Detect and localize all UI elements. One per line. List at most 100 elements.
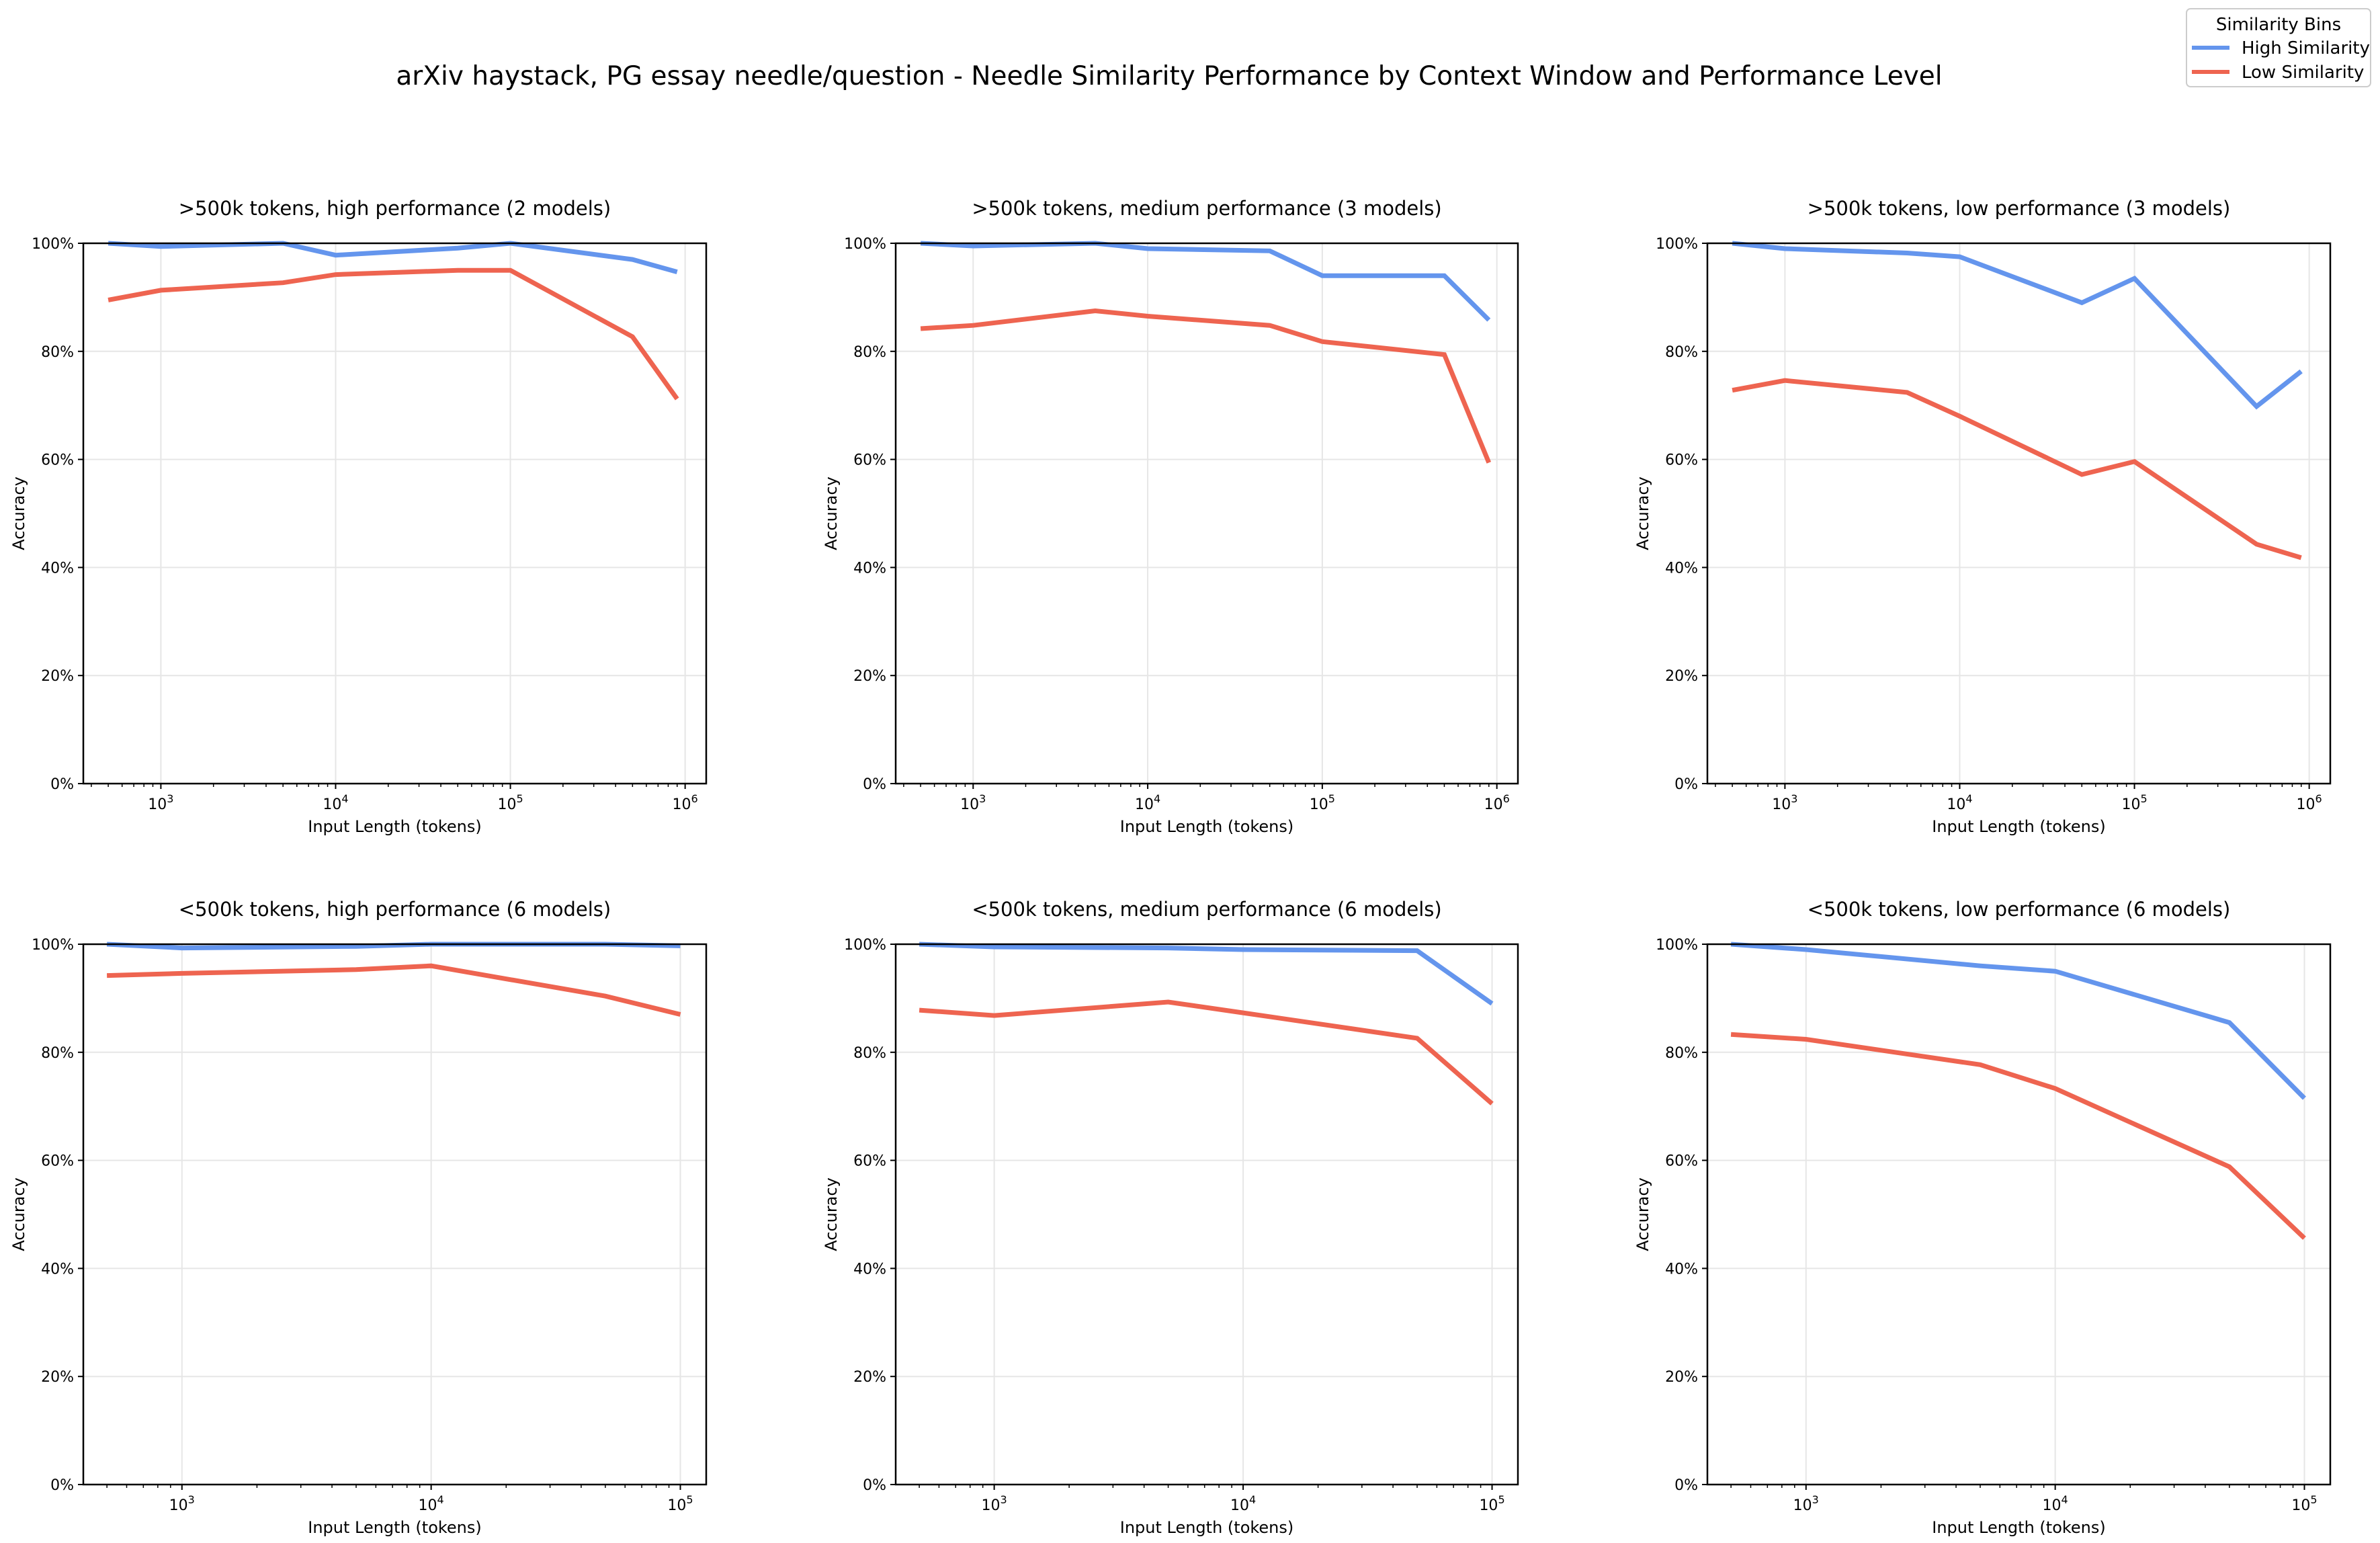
axes-frame [894, 943, 1519, 1486]
x-tick-exponent: 5 [2140, 792, 2147, 805]
y-tick-label: 20% [41, 1369, 74, 1386]
y-tick-label: 0% [863, 1477, 886, 1494]
x-tick-base: 10 [1947, 796, 1965, 813]
x-tick-exponent: 5 [2310, 1493, 2317, 1506]
x-tick-base: 10 [673, 796, 691, 813]
x-tick-label: 103 [960, 792, 986, 813]
x-tick-exponent: 3 [1001, 1493, 1007, 1506]
x-tick-exponent: 6 [691, 792, 698, 805]
y-tick-label: 100% [844, 937, 886, 954]
x-tick-exponent: 4 [341, 792, 348, 805]
y-tick-label: 60% [1665, 452, 1698, 469]
x-tick-label: 104 [323, 792, 348, 813]
y-tick-label: 60% [41, 452, 74, 469]
x-tick-label: 103 [1793, 1493, 1819, 1514]
y-tick-label: 40% [853, 560, 886, 577]
x-tick-exponent: 4 [1249, 1493, 1256, 1506]
x-tick-base: 10 [667, 1497, 686, 1514]
series-line-high-similarity [1732, 241, 2303, 410]
x-axis-label: Input Length (tokens) [1932, 817, 2106, 836]
x-tick-exponent: 6 [1503, 792, 1510, 805]
x-tick-base: 10 [1479, 1497, 1498, 1514]
y-tick-label: 80% [1665, 1045, 1698, 1062]
series-line-low-similarity [1732, 378, 2302, 560]
y-axis-label: Accuracy [1633, 476, 1652, 550]
x-tick-base: 10 [1230, 1497, 1249, 1514]
x-tick-label: 103 [148, 792, 173, 813]
subplot-title: >500k tokens, medium performance (3 mode… [972, 197, 1441, 220]
subplot-title: <500k tokens, low performance (6 models) [1808, 898, 2231, 921]
axes-frame [82, 943, 708, 1486]
x-tick-label: 104 [419, 1493, 444, 1514]
x-tick-exponent: 5 [516, 792, 523, 805]
y-tick-label: 60% [41, 1153, 74, 1170]
x-tick-base: 10 [960, 796, 979, 813]
x-tick-label: 105 [2121, 792, 2147, 813]
x-tick-exponent: 5 [1498, 1493, 1504, 1506]
x-tick-exponent: 4 [1154, 792, 1160, 805]
y-tick-label: 40% [1665, 1261, 1698, 1278]
x-tick-base: 10 [1484, 796, 1503, 813]
x-tick-base: 10 [1772, 796, 1791, 813]
x-axis-label: Input Length (tokens) [308, 1518, 482, 1537]
y-tick-label: 20% [1665, 668, 1698, 685]
x-tick-label: 104 [1947, 792, 1972, 813]
x-tick-label: 106 [2297, 792, 2322, 813]
x-tick-exponent: 6 [2315, 792, 2322, 805]
y-tick-label: 40% [41, 1261, 74, 1278]
x-tick-label: 103 [169, 1493, 195, 1514]
x-tick-base: 10 [2291, 1497, 2310, 1514]
y-tick-label: 40% [41, 560, 74, 577]
legend: Similarity Bins High Similarity Low Simi… [2186, 8, 2371, 87]
y-tick-label: 80% [41, 344, 74, 361]
y-tick-label: 80% [41, 1045, 74, 1062]
subplot-1: 0%20%40%60%80%100%103 104 105 106>500k toke… [9, 197, 708, 836]
x-axis-label: Input Length (tokens) [308, 817, 482, 836]
y-tick-label: 40% [853, 1261, 886, 1278]
series-line-high-similarity [108, 241, 678, 274]
y-tick-label: 40% [1665, 560, 1698, 577]
series-line-low-similarity [920, 308, 1492, 464]
subplot-5: 0%20%40%60%80%100%103 104 105<500k tokens,… [822, 898, 1519, 1537]
subplot-title: <500k tokens, high performance (6 models… [179, 898, 611, 921]
legend-label-low: Low Similarity [2242, 62, 2364, 83]
axes-frame [1706, 242, 2332, 785]
x-tick-exponent: 3 [188, 1493, 195, 1506]
subplot-title: >500k tokens, low performance (3 models) [1808, 197, 2231, 220]
y-tick-label: 80% [853, 344, 886, 361]
axes-frame [82, 242, 708, 785]
y-tick-label: 100% [32, 937, 74, 954]
legend-frame [2186, 8, 2371, 87]
x-tick-exponent: 4 [2062, 1493, 2068, 1506]
subplot-2: 0%20%40%60%80%100%103 104 105 106>500k toke… [822, 197, 1519, 836]
x-tick-label: 105 [667, 1493, 693, 1514]
y-tick-label: 0% [863, 776, 886, 793]
x-tick-exponent: 3 [1812, 1493, 1819, 1506]
y-tick-label: 0% [1674, 776, 1698, 793]
y-tick-label: 100% [844, 236, 886, 253]
x-tick-label: 105 [2291, 1493, 2317, 1514]
x-tick-exponent: 3 [979, 792, 986, 805]
x-tick-base: 10 [2121, 796, 2140, 813]
y-tick-label: 60% [853, 452, 886, 469]
y-tick-label: 20% [1665, 1369, 1698, 1386]
x-tick-exponent: 3 [1791, 792, 1797, 805]
subplot-title: <500k tokens, medium performance (6 mode… [972, 898, 1441, 921]
y-tick-label: 100% [32, 236, 74, 253]
x-tick-base: 10 [419, 1497, 437, 1514]
x-tick-label: 104 [1135, 792, 1160, 813]
series-line-high-similarity [920, 241, 1491, 322]
y-tick-label: 0% [50, 1477, 74, 1494]
x-tick-label: 105 [1479, 1493, 1504, 1514]
x-tick-base: 10 [497, 796, 516, 813]
x-tick-base: 10 [982, 1497, 1001, 1514]
x-tick-exponent: 3 [167, 792, 173, 805]
y-axis-label: Accuracy [822, 476, 841, 550]
y-axis-label: Accuracy [1633, 1177, 1652, 1251]
x-tick-label: 103 [982, 1493, 1007, 1514]
x-tick-label: 106 [673, 792, 698, 813]
y-tick-label: 0% [50, 776, 74, 793]
legend-title: Similarity Bins [2216, 15, 2341, 35]
y-tick-label: 60% [1665, 1153, 1698, 1170]
